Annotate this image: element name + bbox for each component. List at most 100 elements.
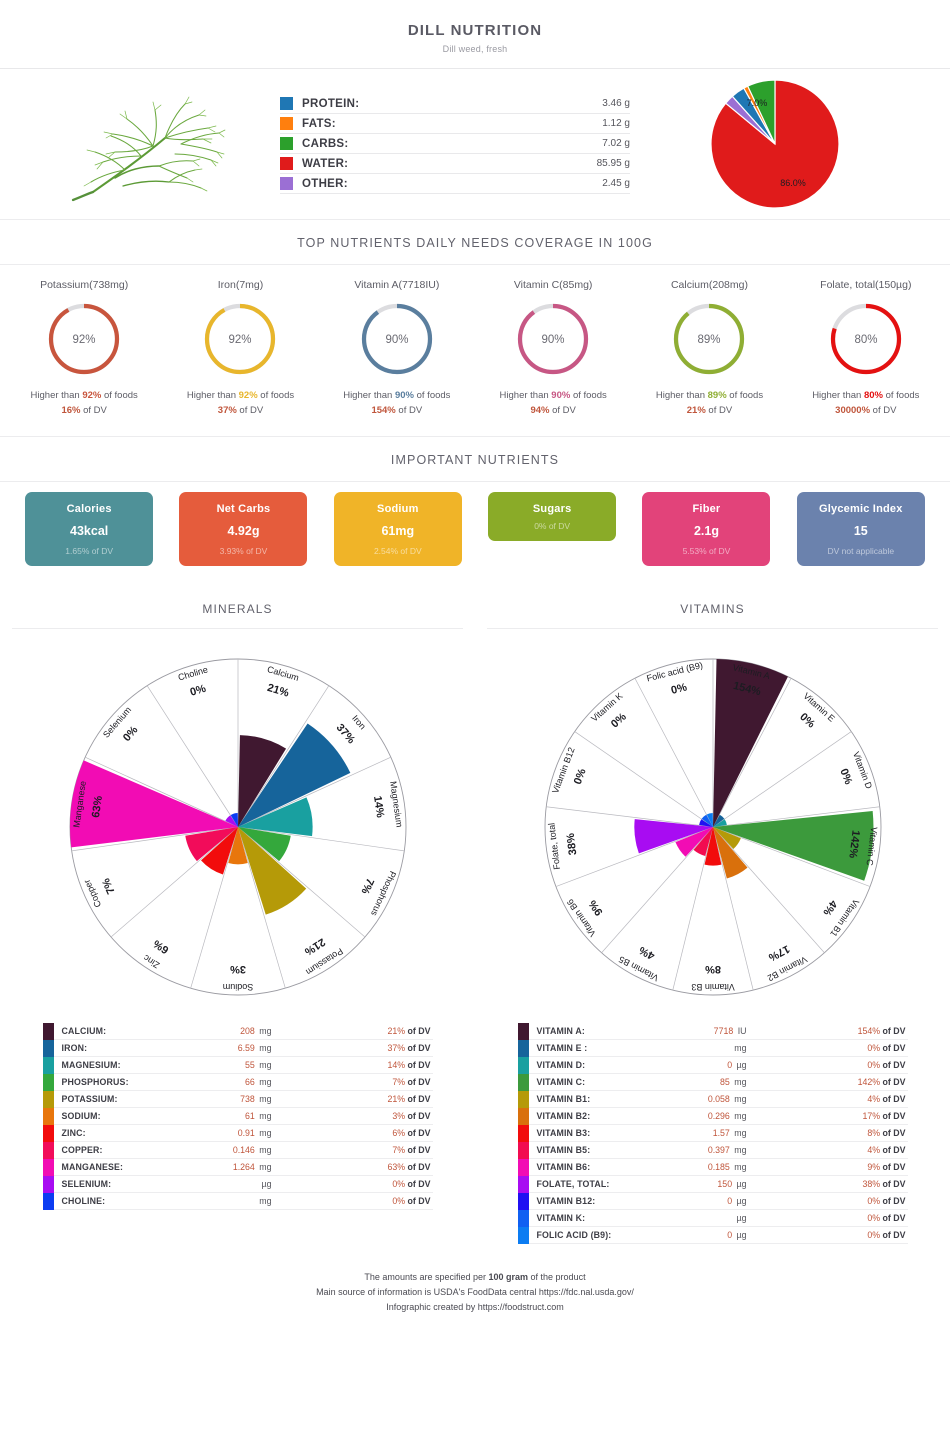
nutrient-value-cell: 61 mg (172, 1111, 271, 1121)
nutrient-card-cell: Fiber 2.1g 5.53% of DV (629, 492, 783, 567)
nutrient-value-cell: 0.397 mg (647, 1145, 747, 1155)
important-nutrients-section: IMPORTANT NUTRIENTS (0, 436, 950, 483)
table-row: SODIUM: 61 mg 3% of DV (42, 1107, 433, 1126)
card-value: 15 (853, 524, 868, 539)
nutrient-dv-percent: 63% (387, 1162, 406, 1173)
donut-percent-label: 92% (73, 334, 96, 346)
nutrient-value-cell: mg (647, 1043, 746, 1053)
nutrient-dv-suffix: of DV (880, 1043, 906, 1054)
header-divider (0, 68, 950, 69)
table-row: FOLATE, TOTAL: 150 µg 38% of DV (517, 1175, 908, 1194)
card-dv: 2.54% of DV (373, 546, 422, 557)
nutrient-card[interactable]: Fiber 2.1g 5.53% of DV (642, 492, 771, 567)
nutrient-name: VITAMIN B5: (536, 1145, 591, 1156)
nutrient-unit: mg (259, 1196, 272, 1207)
macro-value: 3.46 g (602, 98, 630, 109)
caption-prefix: Higher than (499, 390, 552, 401)
donut-nutrient-name: Vitamin C(85mg) (513, 279, 593, 291)
macronutrient-pie-chart: 86.0% 7.0% (650, 74, 900, 214)
macro-value: 7.02 g (602, 138, 630, 149)
nutrient-unit: µg (734, 1230, 747, 1241)
nutrient-dv-cell: 0% of DV (867, 1043, 907, 1053)
caption-suffix: of foods (570, 390, 607, 401)
nutrient-unit: mg (256, 1128, 272, 1139)
color-swatch (517, 1226, 529, 1244)
nutrient-dv-cell: 0% of DV (867, 1213, 907, 1223)
nutrient-card-cell: Calories 43kcal 1.65% of DV (12, 492, 166, 567)
radial-category-label: Vitamin C (864, 827, 879, 867)
nutrient-dv-suffix: of DV (880, 1179, 906, 1190)
nutrient-amount: 66 (245, 1077, 255, 1088)
nutrient-dv-cell: 7% of DV (392, 1145, 432, 1155)
radial-value-label: 3% (229, 963, 245, 975)
vitamins-title: VITAMINS (680, 602, 745, 617)
caption-suffix: of foods (257, 390, 295, 401)
dv-line: 37% of DV (162, 404, 318, 419)
nutrient-dv-percent: 154% (857, 1026, 881, 1037)
nutrient-value-cell: µg (647, 1213, 747, 1223)
nutrient-dv-suffix: of DV (405, 1077, 431, 1088)
donut-caption: Higher than 92% of foods 16% of DV (6, 389, 162, 418)
nutrient-dv-percent: 37% (387, 1043, 406, 1054)
nutrient-name: VITAMIN C: (536, 1077, 586, 1088)
nutrient-dv-cell: 0% of DV (867, 1230, 907, 1240)
nutrient-value-cell: 0 µg (647, 1060, 746, 1070)
dv-percent: 37% (217, 404, 237, 416)
nutrient-dv-suffix: of DV (405, 1094, 431, 1105)
nutrient-dv-cell: 63% of DV (387, 1162, 432, 1172)
nutrient-value-cell: 0.91 mg (172, 1128, 272, 1138)
footer: The amounts are specified per 100 gram o… (0, 1244, 950, 1315)
footer-line-1: The amounts are specified per 100 gram o… (0, 1270, 950, 1285)
nutrient-card[interactable]: Net Carbs 4.92g 3.93% of DV (179, 492, 308, 567)
top-nutrients-section: TOP NUTRIENTS DAILY NEEDS COVERAGE IN 10… (0, 219, 950, 265)
caption-prefix: Higher than (655, 390, 708, 401)
nutrient-card[interactable]: Sugars 0% of DV (488, 492, 617, 542)
vitamins-divider (487, 628, 938, 630)
donut-gauge-cell: Calcium(208mg) 89% Higher than 89% of food… (631, 279, 787, 418)
nutrient-unit: mg (731, 1111, 747, 1122)
card-dv: 5.53% of DV (682, 546, 731, 557)
radial-value-label: 7% (99, 877, 117, 897)
nutrient-value-cell: 738 mg (172, 1094, 271, 1104)
nutrient-unit: mg (731, 1094, 747, 1105)
nutrient-dv-suffix: of DV (405, 1026, 431, 1037)
nutrient-amount: 0.397 (707, 1145, 730, 1156)
nutrient-name: SELENIUM: (61, 1179, 112, 1190)
table-row: VITAMIN B1: 0.058 mg 4% of DV (517, 1090, 908, 1109)
higher-than-percent: 80% (863, 390, 883, 401)
color-swatch-water (280, 157, 293, 170)
nutrient-card[interactable]: Sodium 61mg 2.54% of DV (333, 492, 462, 567)
caption-suffix: of foods (101, 390, 138, 401)
nutrient-amount: 6.59 (237, 1043, 255, 1054)
nutrient-card[interactable]: Glycemic Index 15 DV not applicable (796, 492, 925, 567)
nutrient-dv-percent: 3% (392, 1111, 406, 1122)
nutrient-amount: 0.058 (707, 1094, 730, 1105)
nutrient-dv-suffix: of DV (405, 1145, 431, 1156)
nutrient-card-cell: Glycemic Index 15 DV not applicable (784, 492, 938, 567)
color-swatch (517, 1039, 529, 1057)
footer-line1-bold: 100 gram (488, 1272, 529, 1283)
color-swatch (42, 1056, 54, 1074)
charts-section: MINERALS Calcium 21% Iron 37% Magnesium 14% Ph… (0, 588, 950, 1245)
dv-percent: 21% (686, 404, 706, 416)
nutrient-amount: 208 (240, 1026, 255, 1037)
macro-value: 1.12 g (602, 118, 630, 129)
page-subtitle: Dill weed, fresh (442, 44, 508, 54)
color-swatch (517, 1158, 529, 1176)
nutrient-dv-percent: 0% (867, 1213, 881, 1224)
nutrient-dv-cell: 4% of DV (867, 1094, 907, 1104)
nutrient-value-cell: 85 mg (647, 1077, 746, 1087)
nutrient-name: VITAMIN B3: (536, 1128, 591, 1139)
radial-value-label: 21% (302, 936, 327, 958)
nutrient-unit: mg (731, 1145, 747, 1156)
caption-suffix: of foods (882, 390, 920, 401)
nutrient-dv-percent: 0% (392, 1196, 406, 1207)
higher-than-line: Higher than 92% of foods (6, 389, 162, 404)
nutrient-dv-suffix: of DV (405, 1043, 431, 1054)
nutrient-card[interactable]: Calories 43kcal 1.65% of DV (25, 492, 154, 567)
macro-label: OTHER: (302, 177, 348, 190)
radial-value-label: 14% (371, 795, 386, 819)
nutrient-dv-percent: 14% (387, 1060, 406, 1071)
card-name: Glycemic Index (819, 503, 903, 516)
